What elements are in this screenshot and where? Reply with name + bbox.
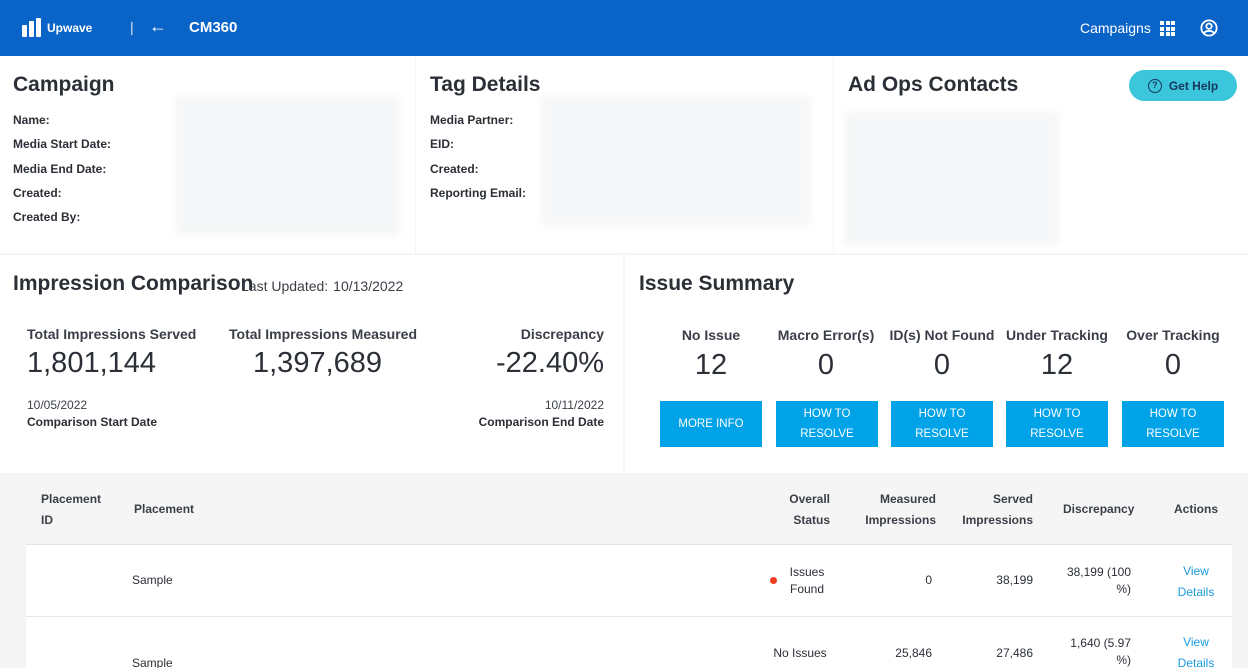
macro-error-count: 0 bbox=[817, 349, 835, 381]
measured-cell: 0 bbox=[925, 573, 932, 587]
redacted-values bbox=[175, 96, 400, 236]
field-created-label: Created: bbox=[13, 186, 62, 200]
field-created-by-label: Created By: bbox=[13, 210, 81, 224]
macro-error-resolve-button[interactable]: HOW TO RESOLVE bbox=[776, 401, 878, 447]
redacted-contacts bbox=[844, 111, 1059, 246]
field-media-partner-label: Media Partner: bbox=[430, 113, 514, 127]
brand-name: Upwave bbox=[47, 20, 93, 35]
col-measured-impressions[interactable]: Measured Impressions bbox=[865, 492, 936, 527]
issue-summary-panel: Issue Summary No Issue 12 MORE INFO Macr… bbox=[625, 255, 1248, 473]
header-separator: | bbox=[130, 19, 134, 35]
last-updated-value: 10/13/2022 bbox=[333, 278, 404, 294]
upwave-logo[interactable]: Upwave bbox=[22, 18, 92, 37]
field-name-label: Name: bbox=[13, 113, 50, 127]
page-title: CM360 bbox=[189, 19, 238, 36]
last-updated: Last Updated: 10/13/2022 bbox=[241, 278, 403, 294]
id-not-found-resolve-button[interactable]: HOW TO RESOLVE bbox=[891, 401, 993, 447]
start-date-value: 10/05/2022 bbox=[27, 398, 88, 412]
placements-table: Placement ID Placement Overall Status Me… bbox=[26, 474, 1232, 668]
end-date-label: Comparison End Date bbox=[478, 415, 604, 429]
col-served-impressions[interactable]: Served Impressions bbox=[962, 492, 1033, 527]
served-label: Total Impressions Served bbox=[27, 326, 197, 342]
col-actions: Actions bbox=[1174, 502, 1219, 516]
over-tracking-resolve-button[interactable]: HOW TO RESOLVE bbox=[1122, 401, 1224, 447]
status-cell: Issues Found bbox=[789, 565, 825, 596]
campaign-title: Campaign bbox=[13, 73, 115, 96]
id-not-found-count: 0 bbox=[933, 349, 951, 381]
upwave-logo-icon bbox=[22, 18, 41, 37]
table-row[interactable]: Sample No Issues 25,846 27,486 1,640 (5.… bbox=[26, 617, 1232, 668]
id-not-found-label: ID(s) Not Found bbox=[889, 327, 995, 343]
redacted-values bbox=[541, 96, 811, 226]
campaign-panel: Campaign Name: Media Start Date: Media E… bbox=[0, 56, 415, 253]
col-placement[interactable]: Placement bbox=[134, 502, 195, 516]
apps-grid-icon[interactable] bbox=[1160, 21, 1175, 36]
served-cell: 38,199 bbox=[996, 573, 1033, 587]
under-tracking-label: Under Tracking bbox=[1006, 327, 1108, 343]
macro-error-label: Macro Error(s) bbox=[777, 327, 875, 343]
placement-cell: Sample bbox=[132, 573, 173, 587]
impression-title: Impression Comparison bbox=[13, 272, 254, 295]
placement-cell: Sample bbox=[132, 656, 173, 668]
view-details-link[interactable]: View Details bbox=[1177, 635, 1215, 668]
ad-ops-panel: Ad Ops Contacts ? Get Help bbox=[834, 56, 1248, 253]
get-help-button[interactable]: ? Get Help bbox=[1129, 70, 1237, 101]
campaigns-link[interactable]: Campaigns bbox=[1080, 20, 1151, 36]
field-media-end-label: Media End Date: bbox=[13, 162, 107, 176]
field-reporting-email-label: Reporting Email: bbox=[430, 186, 527, 200]
view-details-link[interactable]: View Details bbox=[1177, 564, 1215, 599]
served-value: 1,801,144 bbox=[27, 347, 157, 379]
field-media-start-label: Media Start Date: bbox=[13, 137, 112, 151]
under-tracking-count: 12 bbox=[1040, 349, 1074, 381]
last-updated-label: Last Updated: bbox=[241, 278, 329, 294]
no-issue-label: No Issue bbox=[681, 327, 741, 343]
col-discrepancy[interactable]: Discrepancy bbox=[1063, 502, 1135, 516]
table-header: Placement ID Placement Overall Status Me… bbox=[26, 474, 1232, 545]
field-tag-created-label: Created: bbox=[430, 162, 479, 176]
help-icon: ? bbox=[1147, 78, 1162, 93]
status-error-dot-icon bbox=[770, 577, 777, 584]
discrepancy-label: Discrepancy bbox=[520, 326, 604, 342]
top-bar: Upwave | ← CM360 Campaigns bbox=[0, 0, 1248, 56]
account-icon[interactable] bbox=[1200, 19, 1218, 37]
get-help-label: Get Help bbox=[1168, 78, 1219, 93]
start-date-label: Comparison Start Date bbox=[27, 415, 158, 429]
table-row[interactable]: Sample Issues Found 0 38,199 38,199 (100… bbox=[26, 546, 1232, 617]
status-cell: No Issues bbox=[773, 646, 827, 660]
tag-details-title: Tag Details bbox=[430, 73, 541, 96]
discrepancy-cell: 38,199 (100 %) bbox=[1066, 565, 1131, 596]
col-placement-id[interactable]: Placement ID bbox=[41, 492, 102, 527]
over-tracking-label: Over Tracking bbox=[1126, 327, 1220, 343]
back-arrow-icon[interactable]: ← bbox=[149, 16, 167, 36]
impression-comparison-panel: Impression Comparison Last Updated: 10/13… bbox=[0, 255, 623, 473]
tag-details-panel: Tag Details Media Partner: EID: Created:… bbox=[416, 56, 833, 253]
measured-cell: 25,846 bbox=[895, 646, 932, 660]
measured-value: 1,397,689 bbox=[253, 347, 383, 379]
served-cell: 27,486 bbox=[996, 646, 1033, 660]
col-overall-status[interactable]: Overall Status bbox=[789, 492, 830, 527]
ad-ops-title: Ad Ops Contacts bbox=[848, 73, 1019, 96]
more-info-button[interactable]: MORE INFO bbox=[660, 401, 762, 447]
discrepancy-value: -22.40% bbox=[495, 347, 604, 379]
discrepancy-cell: 1,640 (5.97 %) bbox=[1070, 636, 1131, 667]
issue-summary-title: Issue Summary bbox=[639, 272, 795, 295]
over-tracking-count: 0 bbox=[1164, 349, 1182, 381]
end-date-value: 10/11/2022 bbox=[544, 398, 604, 412]
measured-label: Total Impressions Measured bbox=[229, 326, 418, 342]
under-tracking-resolve-button[interactable]: HOW TO RESOLVE bbox=[1006, 401, 1108, 447]
no-issue-count: 12 bbox=[694, 349, 728, 381]
field-eid-label: EID: bbox=[430, 137, 454, 151]
